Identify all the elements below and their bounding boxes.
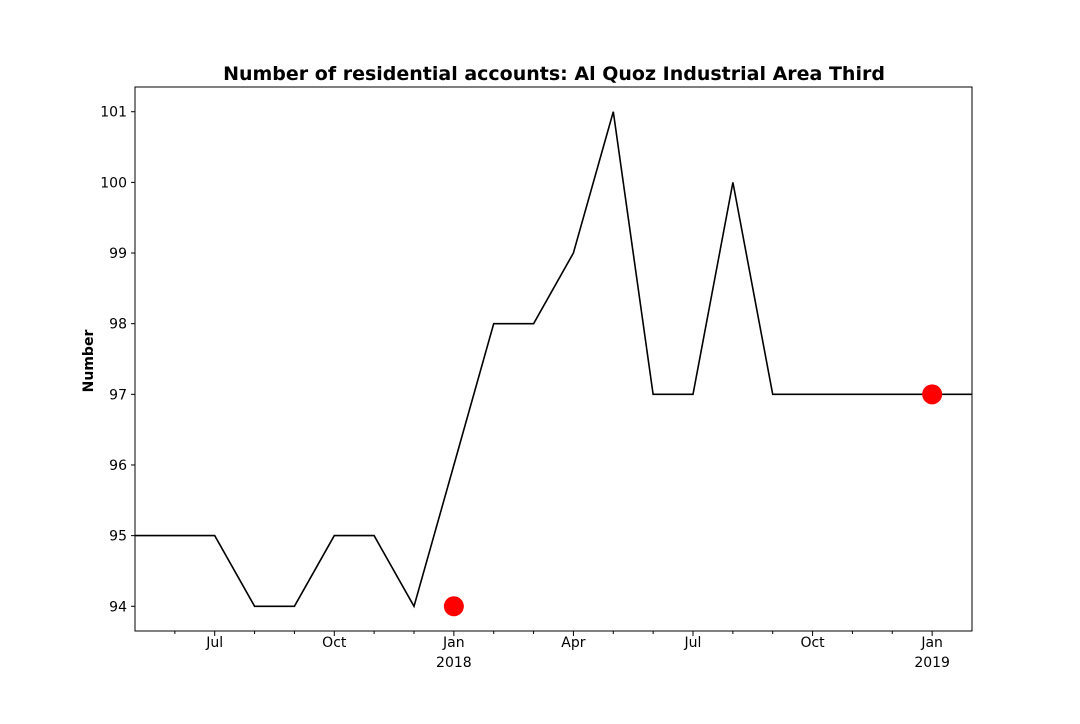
- y-tick-label: 97: [109, 387, 127, 403]
- highlight-point: [443, 596, 464, 617]
- x-tick-label: Apr: [561, 635, 585, 651]
- y-tick-label: 99: [109, 246, 127, 262]
- y-tick-label: 98: [109, 317, 127, 333]
- y-tick-label: 100: [100, 175, 127, 191]
- x-tick-label: Oct: [322, 635, 347, 651]
- x-tick-year-label: 2018: [436, 655, 472, 671]
- plot-frame: [134, 86, 973, 632]
- series-line: [135, 111, 972, 609]
- chart-title: Number of residential accounts: Al Quoz …: [223, 63, 885, 85]
- x-tick-year-label: 2019: [914, 655, 950, 671]
- y-axis-label: Number: [81, 330, 97, 393]
- y-tick-label: 94: [109, 599, 127, 615]
- y-tick-label: 101: [100, 105, 127, 121]
- plot-area: 94 95 96 97 98 99 100 101 Jul Oct Jan 2018 Apr Jul Oct…: [100, 86, 973, 671]
- highlight-point: [922, 384, 943, 405]
- x-tick-label: Jan: [920, 635, 943, 651]
- y-tick-label: 95: [109, 529, 127, 545]
- x-tick-label: Jul: [205, 635, 223, 651]
- x-tick-label: Jul: [684, 635, 702, 651]
- x-tick-label: Oct: [800, 635, 825, 651]
- y-tick-label: 96: [109, 458, 127, 474]
- x-tick-label: Jan: [442, 635, 465, 651]
